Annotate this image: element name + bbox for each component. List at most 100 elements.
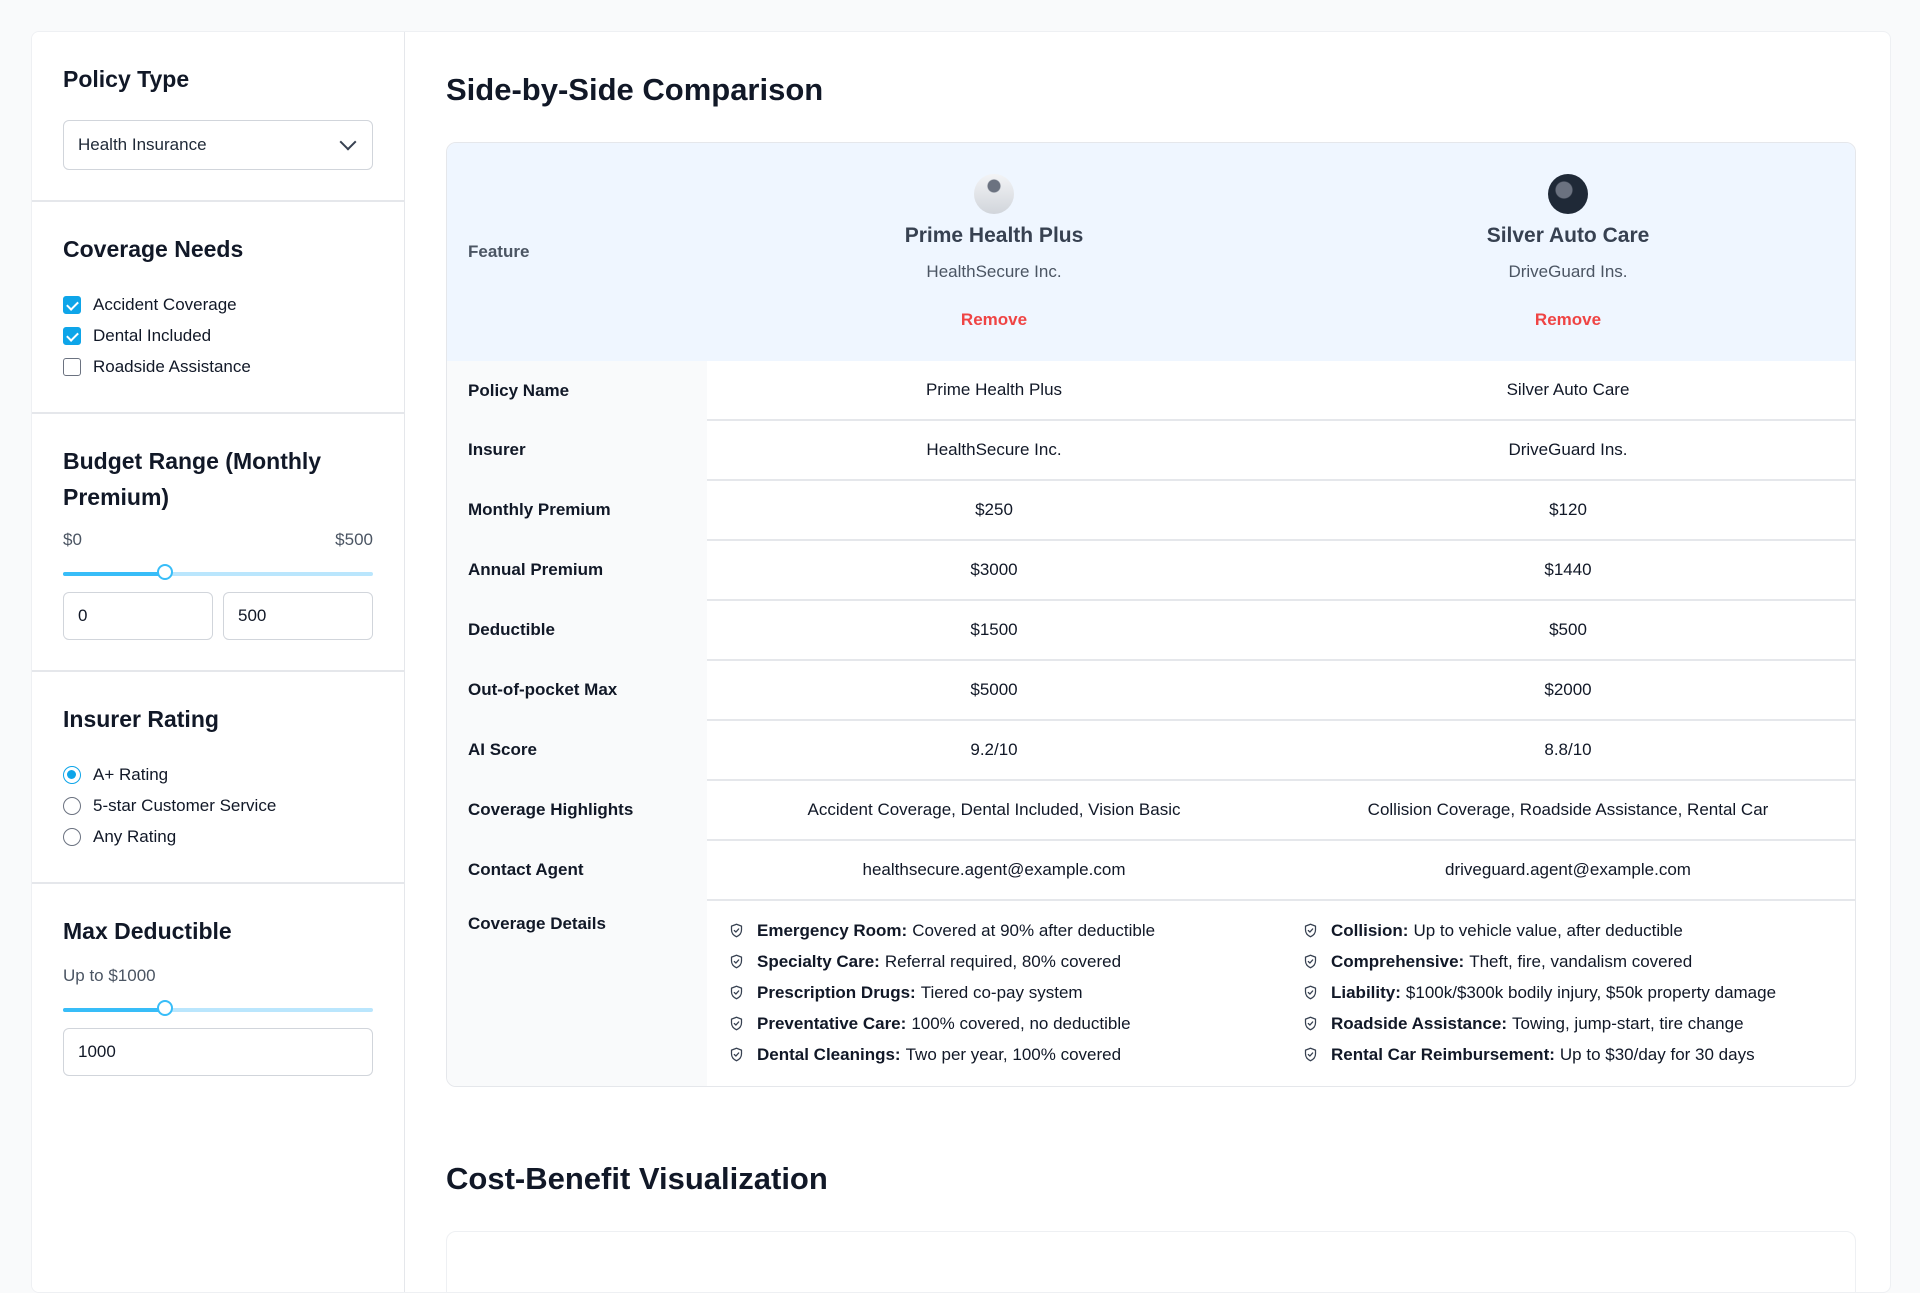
coverage-detail-item: Preventative Care: 100% covered, no deduc… <box>729 1008 1281 1039</box>
policy-insurer: HealthSecure Inc. <box>926 262 1062 281</box>
coverage-detail-value: Towing, jump-start, tire change <box>1512 1013 1744 1033</box>
checkbox-checked[interactable] <box>63 295 81 314</box>
deductible-hint: Up to $1000 <box>63 965 156 985</box>
coverage-option-label: Roadside Assistance <box>93 356 251 376</box>
rating-option-label: 5-star Customer Service <box>93 795 277 815</box>
table-cell: 9.2/10 <box>707 719 1281 780</box>
table-row: Deductible $1500 $500 <box>447 599 1855 660</box>
table-cell: Collision Coverage, Roadside Assistance,… <box>1281 779 1855 840</box>
policy-type-value: Health Insurance <box>78 134 207 154</box>
rating-option-a-plus[interactable]: A+ Rating <box>63 759 373 790</box>
coverage-detail-value: Two per year, 100% covered <box>905 1044 1122 1064</box>
policy-header-silver-auto: Silver Auto Care DriveGuard Ins. Remove <box>1281 143 1855 361</box>
table-cell: driveguard.agent@example.com <box>1281 839 1855 900</box>
coverage-detail-key: Prescription Drugs: <box>757 982 916 1002</box>
shield-check-icon <box>730 1016 743 1031</box>
policy-name: Silver Auto Care <box>1486 224 1650 247</box>
feature-header: Feature <box>468 242 530 261</box>
remove-button[interactable]: Remove <box>960 310 1028 329</box>
radio-unselected[interactable] <box>63 796 81 815</box>
coverage-detail-item: Emergency Room: Covered at 90% after dedu… <box>729 915 1281 946</box>
radio-selected[interactable] <box>63 765 81 784</box>
coverage-detail-item: Liability: $100k/$300k bodily injury, $50… <box>1303 977 1855 1008</box>
deductible-section: Max Deductible Up to $1000 1000 <box>32 884 404 1106</box>
comparison-card: Feature Prime Health Plus HealthSecure I… <box>446 142 1856 1087</box>
comparison-title: Side-by-Side Comparison <box>446 72 824 107</box>
slider-thumb[interactable] <box>157 563 174 580</box>
table-cell: $5000 <box>707 659 1281 720</box>
row-label: AI Score <box>447 720 707 780</box>
budget-min-label: $0 <box>63 529 82 549</box>
slider-thumb[interactable] <box>157 999 174 1016</box>
policy-header-prime-health: Prime Health Plus HealthSecure Inc. Remo… <box>707 143 1281 361</box>
coverage-detail-key: Rental Car Reimbursement: <box>1331 1044 1555 1064</box>
remove-button[interactable]: Remove <box>1534 310 1602 329</box>
policy-type-title: Policy Type <box>63 66 190 92</box>
comparison-table: Feature Prime Health Plus HealthSecure I… <box>447 143 1855 1086</box>
coverage-detail-item: Dental Cleanings: Two per year, 100% cove… <box>729 1039 1281 1070</box>
policy-name: Prime Health Plus <box>904 224 1084 247</box>
rating-option-label: Any Rating <box>93 826 177 846</box>
coverage-option-label: Dental Included <box>93 325 212 345</box>
coverage-detail-item: Prescription Drugs: Tiered co-pay system <box>729 977 1281 1008</box>
budget-max-label: $500 <box>335 529 373 549</box>
shield-check-icon <box>1304 923 1317 938</box>
row-label: Contact Agent <box>447 840 707 900</box>
table-cell: $250 <box>707 479 1281 540</box>
shield-check-icon <box>1304 1016 1317 1031</box>
coverage-option-accident[interactable]: Accident Coverage <box>63 289 373 320</box>
chevron-down-icon <box>339 133 357 151</box>
row-label: Annual Premium <box>447 540 707 600</box>
shield-check-icon <box>730 923 743 938</box>
filter-sidebar: Policy Type Health Insurance Coverage Ne… <box>32 32 405 1292</box>
coverage-detail-key: Collision: <box>1331 920 1409 940</box>
policy-type-select[interactable]: Health Insurance <box>63 119 373 170</box>
coverage-detail-item: Comprehensive: Theft, fire, vandalism cov… <box>1303 946 1855 977</box>
shield-check-icon <box>730 985 743 1000</box>
coverage-detail-value: Tiered co-pay system <box>920 982 1083 1002</box>
deductible-slider[interactable] <box>63 999 373 1016</box>
rating-option-five-star[interactable]: 5-star Customer Service <box>63 790 373 821</box>
coverage-detail-key: Roadside Assistance: <box>1331 1013 1508 1033</box>
row-label: Coverage Highlights <box>447 780 707 840</box>
coverage-detail-key: Dental Cleanings: <box>757 1044 901 1064</box>
coverage-detail-item: Specialty Care: Referral required, 80% co… <box>729 946 1281 977</box>
main-content: Side-by-Side Comparison Feature Prime He… <box>405 32 1890 1292</box>
deductible-inputs: 1000 <box>63 1027 373 1076</box>
rating-option-any[interactable]: Any Rating <box>63 821 373 852</box>
coverage-detail-item: Rental Car Reimbursement: Up to $30/day f… <box>1303 1039 1855 1070</box>
table-row: Annual Premium $3000 $1440 <box>447 539 1855 600</box>
table-cell: Silver Auto Care <box>1506 380 1630 399</box>
radio-unselected[interactable] <box>63 827 81 846</box>
budget-max-input[interactable]: 500 <box>223 591 373 640</box>
checkbox-checked[interactable] <box>63 326 81 345</box>
slider-fill <box>63 1007 166 1012</box>
coverage-option-roadside[interactable]: Roadside Assistance <box>63 351 373 382</box>
deductible-input[interactable]: 1000 <box>63 1027 373 1076</box>
visualization-card <box>446 1231 1856 1292</box>
table-cell: HealthSecure Inc. <box>707 419 1281 480</box>
table-row: Out-of-pocket Max $5000 $2000 <box>447 659 1855 720</box>
slider-track <box>63 571 373 576</box>
coverage-details-cell: Collision: Up to vehicle value, after ded… <box>1281 899 1855 1086</box>
coverage-detail-value: Up to $30/day for 30 days <box>1559 1044 1755 1064</box>
avatar <box>974 174 1014 214</box>
budget-min-input[interactable]: 0 <box>63 591 213 640</box>
row-label: Monthly Premium <box>447 480 707 540</box>
coverage-detail-value: Referral required, 80% covered <box>884 951 1122 971</box>
row-label: Policy Name <box>447 361 707 420</box>
rating-option-label: A+ Rating <box>93 764 169 784</box>
coverage-option-dental[interactable]: Dental Included <box>63 320 373 351</box>
table-row: Contact Agent healthsecure.agent@example… <box>447 839 1855 900</box>
rating-section: Insurer Rating A+ Rating 5-star Customer… <box>32 672 404 885</box>
table-row-coverage-details: Coverage Details Emergency Room: Covered … <box>447 899 1855 1086</box>
coverage-detail-key: Liability: <box>1331 982 1401 1002</box>
table-row: AI Score 9.2/10 8.8/10 <box>447 719 1855 780</box>
coverage-section: Coverage Needs Accident Coverage Dental … <box>32 202 404 415</box>
row-label: Insurer <box>447 420 707 480</box>
budget-slider[interactable] <box>63 563 373 580</box>
checkbox-unchecked[interactable] <box>63 357 81 376</box>
row-label: Out-of-pocket Max <box>447 660 707 720</box>
slider-fill <box>63 571 166 576</box>
table-cell: healthsecure.agent@example.com <box>707 839 1281 900</box>
